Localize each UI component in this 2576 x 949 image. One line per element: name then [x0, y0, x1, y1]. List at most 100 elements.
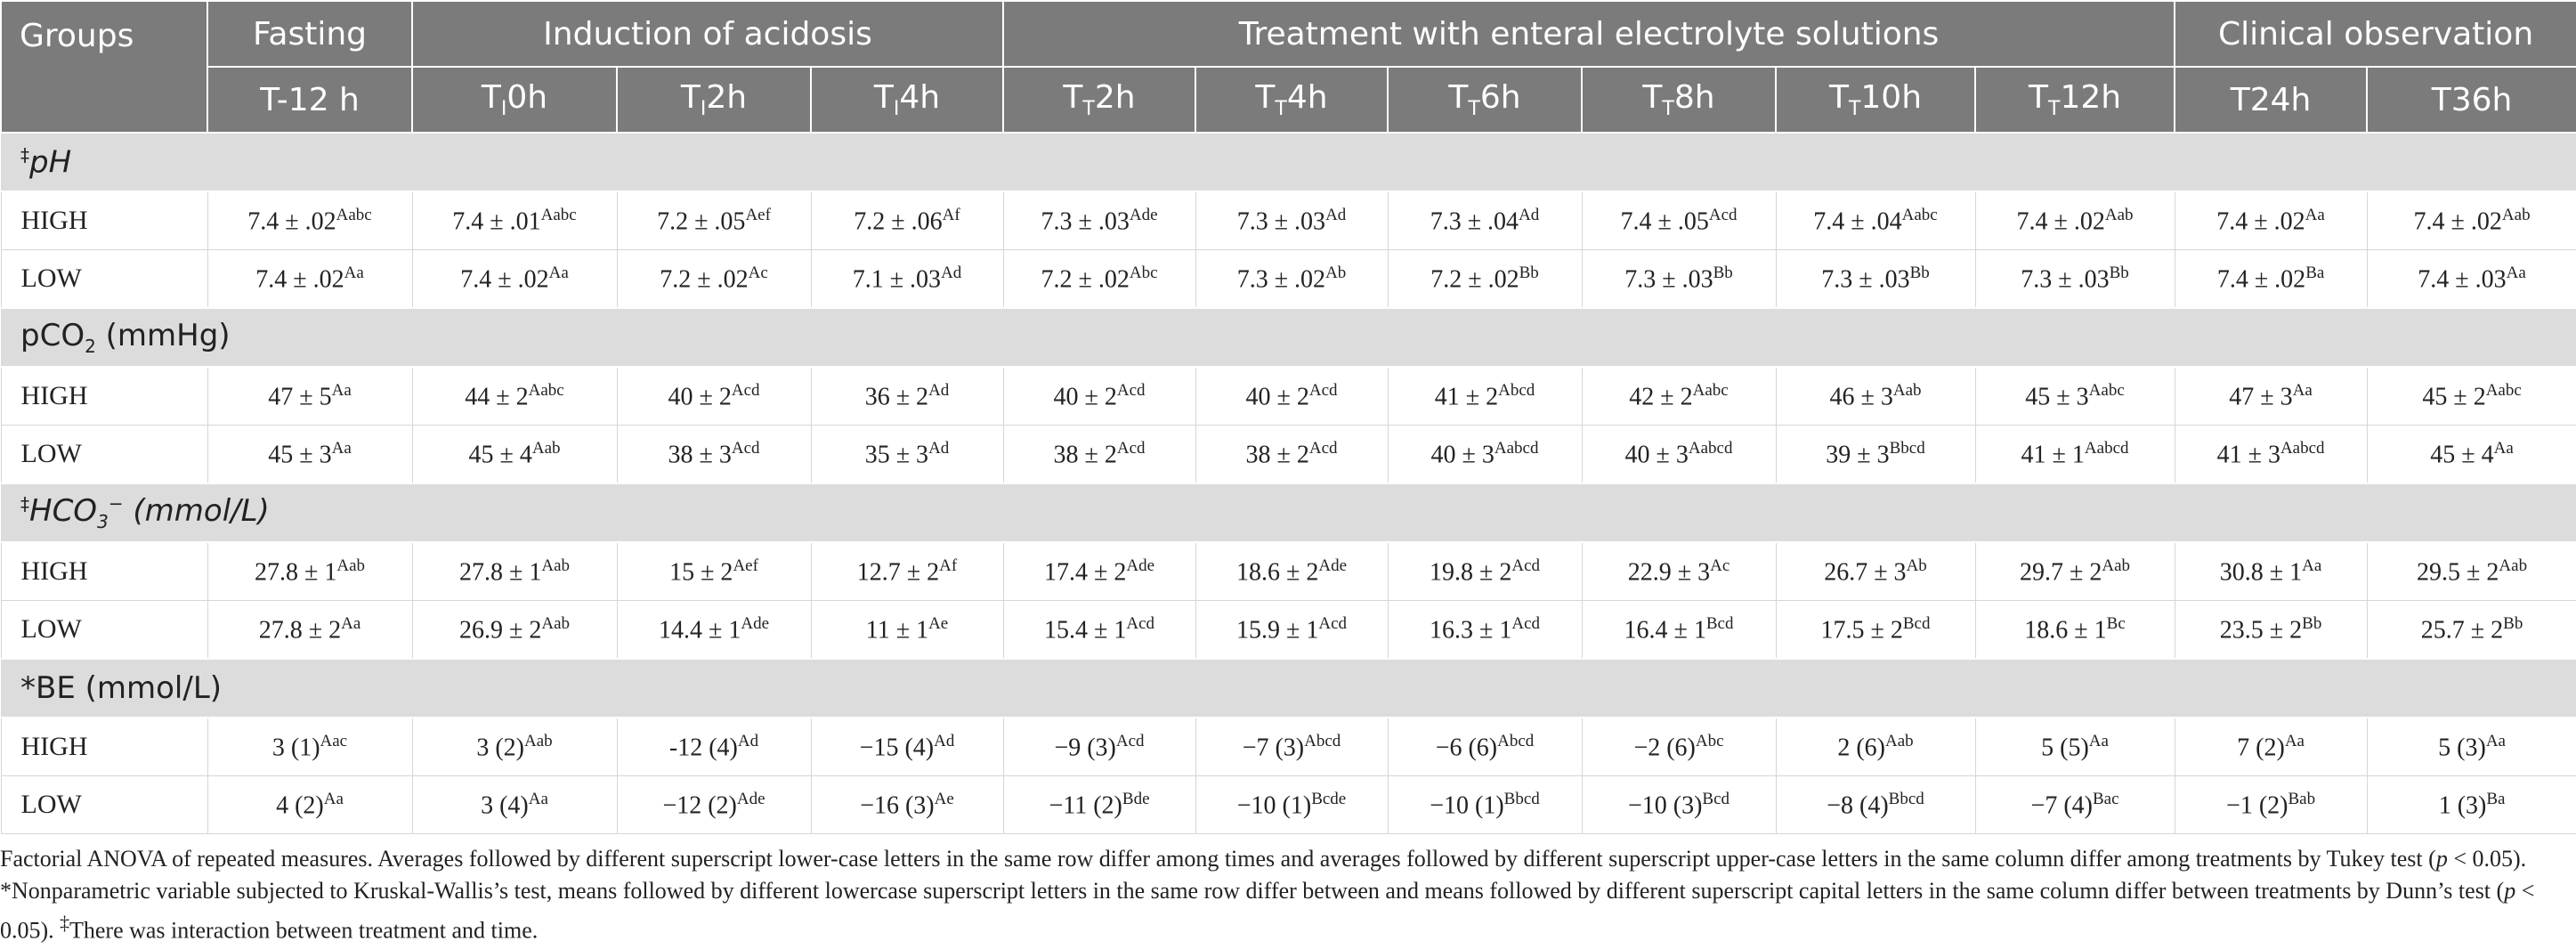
table-cell: 40 ± 3Aabcd — [1581, 425, 1777, 484]
table-cell: 7.4 ± .02Ba — [2174, 249, 2368, 309]
time-header-tt8h: TT8h — [1581, 66, 1777, 134]
table-cell: 19.8 ± 2Acd — [1387, 541, 1583, 601]
table-cell: 45 ± 3Aa — [207, 425, 413, 484]
table-cell: 7.3 ± .03Ade — [1002, 191, 1196, 250]
table-cell: 11 ± 1Ae — [810, 600, 1004, 660]
table-cell: 35 ± 3Ad — [810, 425, 1004, 484]
table-cell: 25.7 ± 2Bb — [2366, 600, 2576, 660]
table-cell: 7.2 ± .02Ac — [616, 249, 812, 309]
table-cell: 15.9 ± 1Acd — [1195, 600, 1389, 660]
table-cell: 7.3 ± .03Bb — [1974, 249, 2175, 309]
table-cell: 27.8 ± 2Aa — [207, 600, 413, 660]
table-cell: 30.8 ± 1Aa — [2174, 541, 2368, 601]
table-row: HIGH 3 (1)Aac 3 (2)Aab -12 (4)Ad −15 (4)Ad −9… — [0, 717, 2576, 776]
table-cell: 7 (2)Aa — [2174, 717, 2368, 776]
table-cell: −1 (2)Bab — [2174, 775, 2368, 834]
table-cell: 7.3 ± .02Ab — [1195, 249, 1389, 309]
table-cell: 42 ± 2Aabc — [1581, 366, 1777, 426]
table-cell: 40 ± 2Acd — [1195, 366, 1389, 426]
table-row: LOW 45 ± 3Aa 45 ± 4Aab 38 ± 3Acd 35 ± 3Ad 38 … — [0, 425, 2576, 484]
group-label: LOW — [0, 600, 208, 660]
table-cell: 29.7 ± 2Aab — [1974, 541, 2175, 601]
table-cell: 17.5 ± 2Bcd — [1775, 600, 1976, 660]
table-cell: 7.4 ± .02Aa — [207, 249, 413, 309]
table-cell: 7.4 ± .02Aa — [2174, 191, 2368, 250]
group-label: LOW — [0, 425, 208, 484]
table-cell: 41 ± 2Abcd — [1387, 366, 1583, 426]
clinical-header: Clinical observation — [2174, 0, 2576, 68]
table-cell: 15.4 ± 1Acd — [1002, 600, 1196, 660]
table-cell: −10 (1)Bcde — [1195, 775, 1389, 834]
table-cell: 7.2 ± .06Af — [810, 191, 1004, 250]
table-cell: 7.2 ± .02Bb — [1387, 249, 1583, 309]
table-cell: 7.4 ± .03Aa — [2366, 249, 2576, 309]
table-cell: 7.2 ± .05Aef — [616, 191, 812, 250]
section-label-ph: ‡pH — [1, 132, 2576, 192]
table-cell: 3 (1)Aac — [207, 717, 413, 776]
table-cell: 26.9 ± 2Aab — [411, 600, 618, 660]
table-row: HIGH 47 ± 5Aa 44 ± 2Aabc 40 ± 2Acd 36 ± 2Ad 4… — [0, 366, 2576, 426]
table-cell: 7.4 ± .05Acd — [1581, 191, 1777, 250]
table-cell: 7.3 ± .03Bb — [1775, 249, 1976, 309]
table-cell: 7.2 ± .02Abc — [1002, 249, 1196, 309]
table-cell: -12 (4)Ad — [616, 717, 812, 776]
table-cell: −7 (3)Abcd — [1195, 717, 1389, 776]
time-header-ti4h: TI4h — [810, 66, 1004, 134]
table-cell: 5 (3)Aa — [2366, 717, 2576, 776]
table-cell: 38 ± 3Acd — [616, 425, 812, 484]
table-cell: 18.6 ± 1Bc — [1974, 600, 2175, 660]
group-label: LOW — [0, 775, 208, 834]
table-cell: 4 (2)Aa — [207, 775, 413, 834]
table-cell: 7.3 ± .03Ad — [1195, 191, 1389, 250]
time-header-tt12h: TT12h — [1973, 66, 2176, 134]
table-cell: 1 (3)Ba — [2366, 775, 2576, 834]
table-cell: 45 ± 4Aa — [2366, 425, 2576, 484]
time-header-tt10h: TT10h — [1775, 66, 1976, 134]
table-cell: 7.4 ± .04Aabc — [1775, 191, 1976, 250]
table-cell: 27.8 ± 1Aab — [207, 541, 413, 601]
table-cell: 3 (4)Aa — [411, 775, 618, 834]
section-row-be: *BE (mmol/L) — [1, 658, 2576, 718]
table-cell: 41 ± 1Aabcd — [1974, 425, 2175, 484]
section-row-ph: ‡pH — [1, 132, 2576, 192]
table-cell: −6 (6)Abcd — [1387, 717, 1583, 776]
table-cell: 7.4 ± .02Aa — [411, 249, 618, 309]
table-cell: −16 (3)Ae — [810, 775, 1004, 834]
table-cell: 23.5 ± 2Bb — [2174, 600, 2368, 660]
table-cell: −8 (4)Bbcd — [1775, 775, 1976, 834]
table-cell: 39 ± 3Bbcd — [1775, 425, 1976, 484]
table-row: LOW 4 (2)Aa 3 (4)Aa −12 (2)Ade −16 (3)Ae −11 … — [0, 775, 2576, 834]
table-cell: 44 ± 2Aabc — [411, 366, 618, 426]
table-cell: 47 ± 5Aa — [207, 366, 413, 426]
table-cell: 7.4 ± .01Aabc — [411, 191, 618, 250]
table-cell: 40 ± 3Aabcd — [1387, 425, 1583, 484]
table-cell: 16.4 ± 1Bcd — [1581, 600, 1777, 660]
table-cell: 45 ± 4Aab — [411, 425, 618, 484]
table-row: HIGH 7.4 ± .02Aabc 7.4 ± .01Aabc 7.2 ± .05A… — [0, 191, 2576, 250]
table-cell: 47 ± 3Aa — [2174, 366, 2368, 426]
table-cell: 2 (6)Aab — [1775, 717, 1976, 776]
section-label-hco3: ‡HCO3− (mmol/L) — [1, 483, 2576, 543]
table-cell: 16.3 ± 1Acd — [1387, 600, 1583, 660]
time-header-tt6h: TT6h — [1387, 66, 1583, 134]
time-header-t-12h: T-12 h — [207, 66, 413, 134]
table-cell: 36 ± 2Ad — [810, 366, 1004, 426]
table-cell: 46 ± 3Aab — [1775, 366, 1976, 426]
table-cell: 41 ± 3Aabcd — [2174, 425, 2368, 484]
table-cell: 7.4 ± .02Aabc — [207, 191, 413, 250]
table-cell: 45 ± 2Aabc — [2366, 366, 2576, 426]
table-cell: 40 ± 2Acd — [1002, 366, 1196, 426]
time-header-ti0h: TI0h — [411, 66, 618, 134]
table-cell: 26.7 ± 3Ab — [1775, 541, 1976, 601]
table-cell: 22.9 ± 3Ac — [1581, 541, 1777, 601]
table-cell: 40 ± 2Acd — [616, 366, 812, 426]
induction-header: Induction of acidosis — [411, 0, 1004, 68]
table-cell: 45 ± 3Aabc — [1974, 366, 2175, 426]
time-header-ti2h: TI2h — [616, 66, 812, 134]
table-cell: 29.5 ± 2Aab — [2366, 541, 2576, 601]
table-row: HIGH 27.8 ± 1Aab 27.8 ± 1Aab 15 ± 2Aef 12.7 … — [0, 541, 2576, 601]
results-table: Groups Fasting Induction of acidosis Tre… — [0, 0, 2576, 834]
groups-header: Groups — [0, 0, 208, 134]
table-cell: 12.7 ± 2Af — [810, 541, 1004, 601]
table-cell: 38 ± 2Acd — [1002, 425, 1196, 484]
